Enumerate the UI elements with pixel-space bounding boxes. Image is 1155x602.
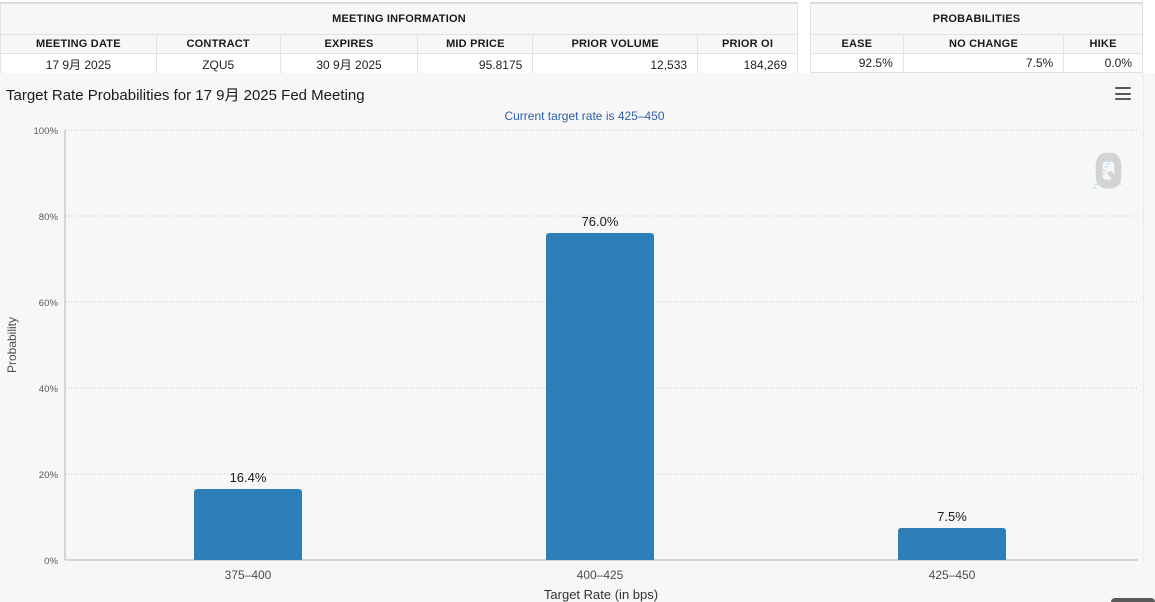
svg-text:100%: 100% — [33, 126, 58, 137]
svg-text:16.4%: 16.4% — [230, 470, 267, 485]
svg-text:425–450: 425–450 — [929, 568, 976, 582]
svg-text:Probability: Probability — [5, 317, 19, 373]
svg-text:76.0%: 76.0% — [582, 214, 619, 229]
svg-text:0%: 0% — [44, 556, 58, 567]
svg-text:60%: 60% — [39, 298, 59, 309]
svg-text:40%: 40% — [39, 384, 59, 395]
svg-text:Target Rate (in bps): Target Rate (in bps) — [544, 587, 658, 602]
svg-text:80%: 80% — [39, 212, 59, 223]
svg-text:7.5%: 7.5% — [937, 509, 967, 524]
svg-text:375–400: 375–400 — [225, 568, 272, 582]
svg-text:20%: 20% — [39, 470, 59, 481]
svg-text:400–425: 400–425 — [577, 568, 624, 582]
